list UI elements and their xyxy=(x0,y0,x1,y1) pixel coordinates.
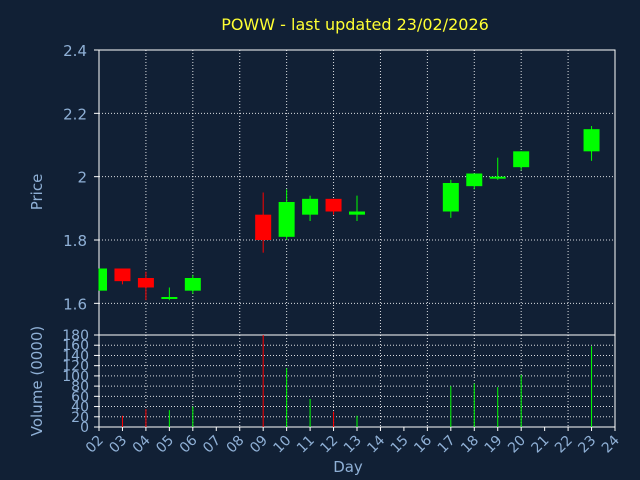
price-tick-label: 1.6 xyxy=(63,295,87,313)
day-tick-label: 09 xyxy=(247,433,271,457)
volume-tick-label: 80 xyxy=(71,379,89,395)
day-tick-label: 20 xyxy=(505,433,529,457)
volume-tick-label: 160 xyxy=(62,338,89,354)
price-tick-label: 2 xyxy=(77,169,87,187)
volume-tick-label: 0 xyxy=(80,420,89,436)
day-tick-label: 12 xyxy=(317,433,341,457)
candle-body xyxy=(583,129,600,152)
candle-body xyxy=(114,268,131,282)
day-tick-label: 03 xyxy=(106,433,130,457)
day-tick-label: 21 xyxy=(529,433,553,457)
price-tick-label: 1.8 xyxy=(63,232,87,250)
day-tick-label: 16 xyxy=(411,432,435,456)
candle-body xyxy=(442,183,459,212)
day-axis-label: Day xyxy=(333,458,363,476)
candle-body xyxy=(99,268,107,291)
volume-tick-label: 20 xyxy=(71,410,89,426)
volume-tick-label: 100 xyxy=(62,369,89,385)
candle-body xyxy=(489,176,506,179)
day-tick-label: 11 xyxy=(294,433,318,457)
volume-tick-label: 140 xyxy=(62,348,89,364)
day-tick-label: 10 xyxy=(271,433,295,457)
candle-body xyxy=(184,278,201,291)
chart-title: POWW - last updated 23/02/2026 xyxy=(221,15,489,34)
candle-body xyxy=(349,211,365,215)
day-tick-label: 06 xyxy=(177,432,201,456)
day-tick-label: 07 xyxy=(200,433,224,457)
price-plot-frame xyxy=(98,49,616,336)
day-tick-label: 08 xyxy=(224,433,248,457)
price-tick-label: 2.2 xyxy=(63,105,87,123)
volume-tick-label: 180 xyxy=(62,328,89,344)
day-tick-label: 18 xyxy=(458,433,482,457)
volume-plot-frame xyxy=(98,334,616,428)
day-tick-label: 05 xyxy=(153,433,177,457)
day-tick-label: 24 xyxy=(599,432,623,456)
candle-body xyxy=(278,202,295,237)
price-axis-label: Price xyxy=(28,174,46,211)
day-tick-label: 02 xyxy=(83,433,107,457)
volume-tick-label: 40 xyxy=(71,400,89,416)
day-tick-label: 17 xyxy=(435,433,459,457)
day-tick-label: 15 xyxy=(388,433,412,457)
volume-tick-label: 60 xyxy=(71,389,89,405)
volume-tick-label: 120 xyxy=(62,359,89,375)
day-tick-label: 19 xyxy=(482,433,506,457)
candle-body xyxy=(255,214,272,240)
day-tick-label: 23 xyxy=(575,433,599,457)
candle-body xyxy=(302,198,319,215)
day-tick-label: 14 xyxy=(364,432,388,456)
candle-body xyxy=(466,173,483,187)
volume-axis-label: Volume (0000) xyxy=(28,326,46,436)
candle-body xyxy=(161,297,178,299)
day-tick-label: 22 xyxy=(552,433,576,457)
price-tick-label: 2.4 xyxy=(63,42,87,60)
candle-body xyxy=(513,151,530,168)
candle-body xyxy=(137,278,154,288)
price-panel: 1.6 1.8 2 2.2 2.4 xyxy=(63,42,616,336)
candle-body xyxy=(325,198,342,212)
day-tick-label: 13 xyxy=(341,433,365,457)
day-tick-label: 04 xyxy=(130,432,154,456)
